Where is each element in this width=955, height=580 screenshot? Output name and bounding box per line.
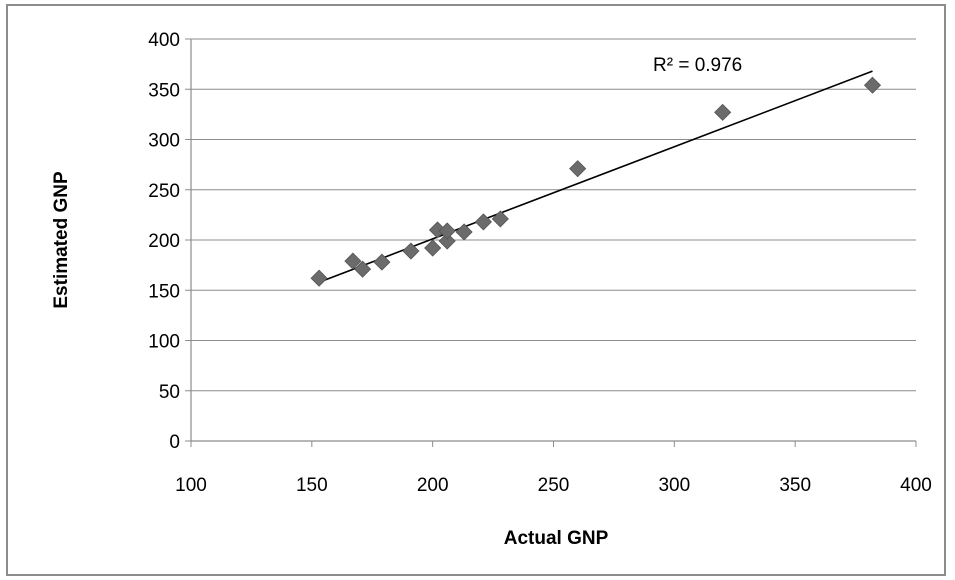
r-squared-label: R² = 0.976 [653,55,742,76]
x-axis-title: Actual GNP [504,528,609,549]
data-point-0 [310,269,328,287]
x-tick-label-5: 350 [779,475,811,496]
y-tick-label-4: 200 [148,231,180,252]
data-point-3 [373,253,391,271]
y-tick-label-3: 150 [148,281,180,302]
y-axis-title: Estimated GNP [51,171,72,309]
data-point-10 [474,213,492,231]
data-point-1 [344,252,362,270]
y-tick-label-1: 50 [159,382,180,403]
x-tick-label-3: 250 [538,475,570,496]
data-point-11 [491,210,509,228]
y-tick-label-0: 0 [169,432,180,453]
gridlines [191,38,916,392]
y-tick-label-5: 250 [148,181,180,202]
data-point-7 [438,232,456,250]
y-tick-labels: 0 50 100 150 200 250 300 350 400 [148,30,191,453]
trendline [318,70,873,283]
data-point-9 [455,223,473,241]
x-tick-labels: 100 150 200 250 300 350 400 [175,441,932,496]
x-tick-label-6: 400 [900,475,932,496]
data-point-8 [438,222,456,240]
data-point-2 [354,260,372,278]
data-point-12 [569,160,587,178]
data-point-13 [714,103,732,121]
data-points [310,76,882,287]
data-point-5 [424,239,442,257]
y-tick-label-6: 300 [148,131,180,152]
data-point-14 [863,76,882,94]
y-tick-label-7: 350 [148,80,180,101]
y-tick-label-8: 400 [148,30,180,51]
x-tick-label-4: 300 [658,475,690,496]
x-tick-label-1: 150 [296,475,328,496]
y-tick-label-2: 100 [148,332,180,353]
x-tick-label-0: 100 [175,475,207,496]
data-point-4 [402,242,420,260]
trendline-group [318,70,873,283]
x-tick-label-2: 200 [417,475,449,496]
